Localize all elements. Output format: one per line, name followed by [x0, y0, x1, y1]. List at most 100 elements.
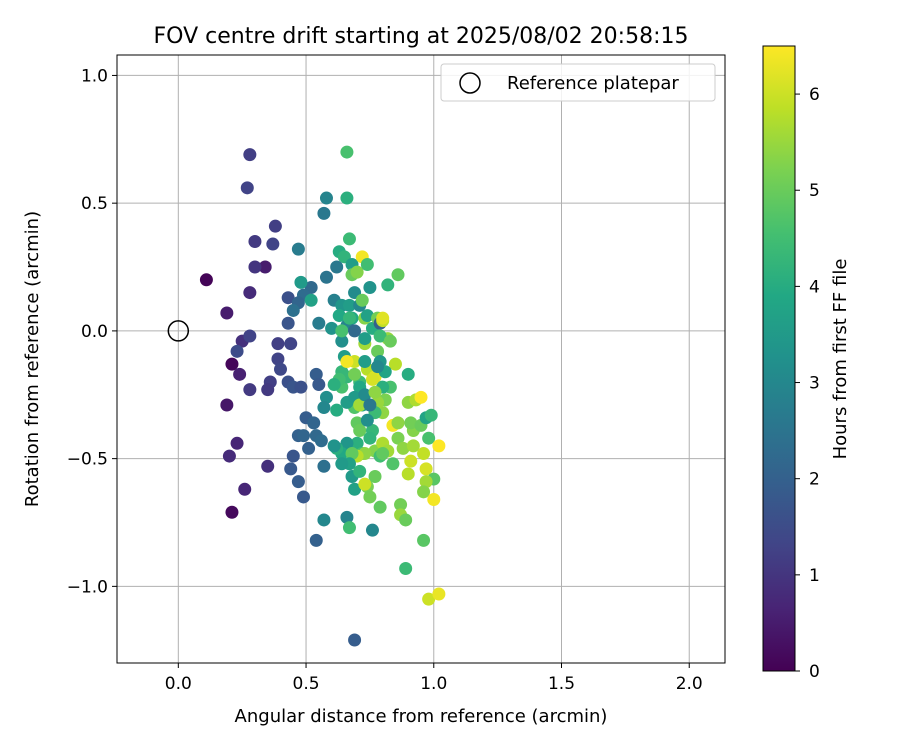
data-point [261, 459, 275, 473]
data-point [332, 309, 346, 323]
data-point [266, 237, 280, 251]
data-point [312, 378, 326, 392]
data-point [330, 403, 344, 417]
data-point [230, 436, 244, 450]
y-tick-label: 1.0 [81, 66, 108, 86]
x-tick-label: 0.0 [165, 674, 192, 694]
colorbar-ticks: 0 1 2 3 4 5 6 [795, 85, 820, 682]
data-point [417, 447, 431, 461]
data-point [225, 357, 239, 371]
data-point [345, 447, 359, 461]
data-point [222, 449, 236, 463]
data-point [376, 311, 390, 325]
data-point [327, 378, 341, 392]
colorbar-gradient [762, 45, 796, 672]
data-point [309, 367, 323, 381]
data-point [404, 454, 418, 468]
colorbar-tick-label: 3 [809, 374, 820, 394]
data-point [325, 321, 339, 335]
data-point [348, 482, 362, 496]
data-point [302, 441, 316, 455]
data-point [243, 286, 257, 300]
data-point [353, 424, 367, 438]
colorbar-tick-label: 6 [809, 85, 820, 105]
data-point [363, 431, 377, 445]
y-tick-label: −0.5 [67, 450, 108, 470]
colorbar-tick-label: 0 [809, 662, 820, 682]
legend-entry-reference-platepar: Reference platepar [507, 73, 679, 94]
data-point [284, 337, 298, 351]
data-point [348, 324, 362, 338]
colorbar-tick-label: 4 [809, 277, 820, 297]
reference-point [167, 320, 190, 342]
data-point [342, 311, 356, 325]
colorbar-label: Hours from first FF file [830, 259, 851, 460]
data-point [319, 270, 333, 284]
data-point [360, 257, 374, 271]
data-point [258, 260, 272, 274]
data-point [340, 510, 354, 524]
data-point [342, 232, 356, 246]
y-tick-label: 0.5 [81, 194, 108, 214]
data-point [422, 431, 436, 445]
data-point [335, 334, 349, 348]
data-point [220, 398, 234, 412]
data-point [424, 408, 438, 422]
data-point [417, 533, 431, 547]
data-point [427, 493, 441, 507]
chart-title: FOV centre drift starting at 2025/08/02 … [154, 24, 689, 49]
data-point [286, 449, 300, 463]
x-axis-label: Angular distance from reference (arcmin) [235, 706, 608, 727]
y-axis-ticks: −1.0 −0.5 0.0 0.5 1.0 [67, 66, 117, 597]
data-point [414, 390, 428, 404]
data-point [432, 439, 446, 453]
data-point [243, 148, 257, 162]
data-point [360, 413, 374, 427]
data-point [358, 355, 372, 369]
data-point [360, 309, 374, 323]
data-point [404, 416, 418, 430]
data-point [358, 388, 372, 402]
data-point [342, 521, 356, 535]
x-tick-label: 2.0 [676, 674, 703, 694]
data-point [312, 316, 326, 330]
reference-marker [167, 320, 190, 342]
colorbar: 0 1 2 3 4 5 6 Hours from first FF file [762, 45, 851, 682]
data-point [294, 275, 308, 289]
colorbar-tick-label: 5 [809, 181, 820, 201]
data-point [348, 367, 362, 381]
legend-box [440, 63, 716, 102]
data-point [314, 434, 328, 448]
data-point [348, 633, 362, 647]
data-point [399, 561, 413, 575]
data-point [353, 398, 367, 412]
data-point [350, 265, 364, 279]
data-points [199, 145, 446, 647]
data-point [340, 191, 354, 205]
data-point [422, 592, 436, 606]
colorbar-tick-label: 1 [809, 566, 820, 586]
data-point [291, 475, 305, 489]
y-tick-label: 0.0 [81, 322, 108, 342]
data-point [243, 329, 257, 343]
x-tick-label: 1.5 [548, 674, 575, 694]
data-point [365, 523, 379, 537]
data-point [199, 273, 213, 287]
data-point [394, 498, 408, 512]
data-point [248, 234, 262, 248]
data-point [340, 355, 354, 369]
data-point [363, 398, 377, 412]
x-axis-ticks: 0.0 0.5 1.0 1.5 2.0 [165, 663, 703, 694]
data-point [317, 401, 331, 415]
data-point [317, 206, 331, 220]
data-point [286, 303, 300, 317]
data-point [432, 587, 446, 601]
data-point [373, 500, 387, 514]
data-point [406, 439, 420, 453]
data-point [248, 260, 262, 274]
data-point [342, 298, 356, 312]
data-point [355, 293, 369, 307]
data-point [330, 260, 344, 274]
data-point [419, 462, 433, 476]
data-point [391, 268, 405, 282]
